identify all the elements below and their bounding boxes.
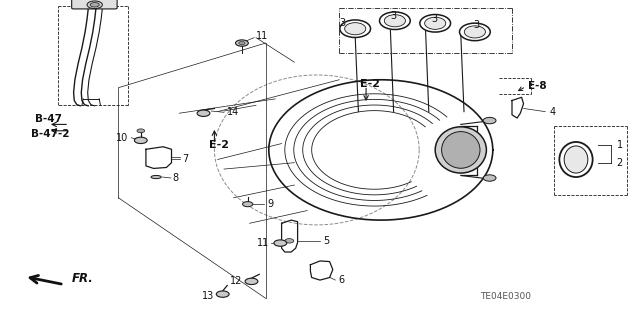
- Text: 9: 9: [268, 199, 274, 209]
- Ellipse shape: [465, 26, 486, 38]
- Text: E-2: E-2: [209, 140, 228, 150]
- Text: E-2: E-2: [360, 79, 380, 89]
- Circle shape: [236, 40, 248, 46]
- FancyBboxPatch shape: [72, 0, 117, 9]
- Circle shape: [90, 3, 99, 7]
- Text: B-47-2: B-47-2: [31, 129, 69, 139]
- Text: TE04E0300: TE04E0300: [480, 292, 531, 300]
- Text: E-8: E-8: [528, 81, 547, 91]
- Circle shape: [483, 117, 496, 124]
- Circle shape: [87, 1, 102, 9]
- Text: B-47: B-47: [35, 114, 62, 124]
- Text: 11: 11: [256, 31, 268, 41]
- Text: 4: 4: [549, 107, 556, 117]
- Ellipse shape: [460, 23, 490, 41]
- Text: 11: 11: [257, 238, 269, 248]
- Text: 3: 3: [390, 11, 396, 21]
- Ellipse shape: [442, 131, 480, 168]
- Text: 3: 3: [474, 20, 480, 30]
- Text: 3: 3: [339, 18, 346, 28]
- Ellipse shape: [559, 142, 593, 177]
- Ellipse shape: [384, 15, 406, 27]
- Circle shape: [483, 175, 496, 181]
- Circle shape: [274, 240, 287, 246]
- Circle shape: [239, 41, 245, 45]
- Circle shape: [285, 239, 294, 243]
- Text: 8: 8: [173, 173, 179, 183]
- Text: 7: 7: [182, 154, 189, 164]
- Circle shape: [197, 110, 210, 116]
- Text: 10: 10: [116, 133, 128, 143]
- Text: 14: 14: [227, 107, 239, 117]
- Ellipse shape: [345, 23, 366, 35]
- Circle shape: [243, 202, 253, 207]
- Text: 2: 2: [616, 158, 623, 168]
- Circle shape: [134, 137, 147, 144]
- Circle shape: [245, 278, 258, 285]
- Ellipse shape: [420, 14, 451, 32]
- Ellipse shape: [340, 20, 371, 37]
- Text: 13: 13: [202, 291, 214, 301]
- Text: 5: 5: [323, 236, 330, 246]
- Ellipse shape: [435, 127, 486, 173]
- Text: 6: 6: [338, 275, 344, 285]
- Ellipse shape: [151, 175, 161, 179]
- Text: 1: 1: [616, 140, 623, 150]
- Text: 3: 3: [431, 14, 437, 24]
- Ellipse shape: [380, 12, 410, 29]
- Ellipse shape: [564, 146, 588, 173]
- Circle shape: [137, 129, 145, 133]
- Circle shape: [216, 291, 229, 297]
- Ellipse shape: [425, 17, 446, 29]
- Text: 12: 12: [230, 276, 242, 286]
- Text: FR.: FR.: [72, 272, 93, 285]
